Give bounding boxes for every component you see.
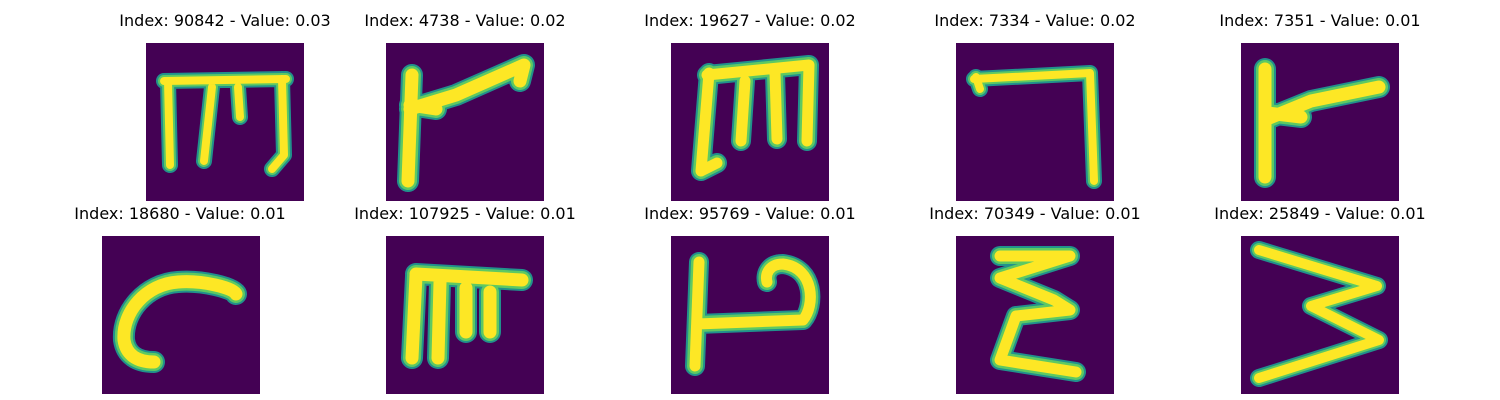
image-panel-5: Index: 7351 - Value: 0.01	[1180, 9, 1460, 201]
glyph-image	[386, 236, 544, 394]
glyph-image	[1241, 43, 1399, 201]
glyph-image	[956, 236, 1114, 394]
image-panel-1: Index: 90842 - Value: 0.03	[85, 9, 365, 201]
glyph-image	[956, 43, 1114, 201]
image-panel-3: Index: 19627 - Value: 0.02	[610, 9, 890, 201]
panel-title: Index: 25849 - Value: 0.01	[1214, 204, 1426, 223]
image-panel-4: Index: 7334 - Value: 0.02	[895, 9, 1175, 201]
panel-title: Index: 7351 - Value: 0.01	[1219, 11, 1421, 30]
image-panel-6: Index: 18680 - Value: 0.01	[40, 202, 320, 394]
image-panel-7: Index: 107925 - Value: 0.01	[325, 202, 605, 394]
glyph-image	[671, 236, 829, 394]
glyph-image	[671, 43, 829, 201]
glyph-image	[102, 236, 260, 394]
image-panel-9: Index: 70349 - Value: 0.01	[895, 202, 1175, 394]
panel-title: Index: 4738 - Value: 0.02	[364, 11, 566, 30]
glyph-image	[1241, 236, 1399, 394]
panel-title: Index: 90842 - Value: 0.03	[119, 11, 331, 30]
glyph-image	[146, 43, 304, 201]
glyph-image	[386, 43, 544, 201]
panel-title: Index: 19627 - Value: 0.02	[644, 11, 856, 30]
panel-title: Index: 7334 - Value: 0.02	[934, 11, 1136, 30]
panel-title: Index: 107925 - Value: 0.01	[354, 204, 576, 223]
image-panel-2: Index: 4738 - Value: 0.02	[325, 9, 605, 201]
panel-title: Index: 95769 - Value: 0.01	[644, 204, 856, 223]
panel-title: Index: 70349 - Value: 0.01	[929, 204, 1141, 223]
panel-title: Index: 18680 - Value: 0.01	[74, 204, 286, 223]
image-panel-8: Index: 95769 - Value: 0.01	[610, 202, 890, 394]
image-panel-10: Index: 25849 - Value: 0.01	[1180, 202, 1460, 394]
